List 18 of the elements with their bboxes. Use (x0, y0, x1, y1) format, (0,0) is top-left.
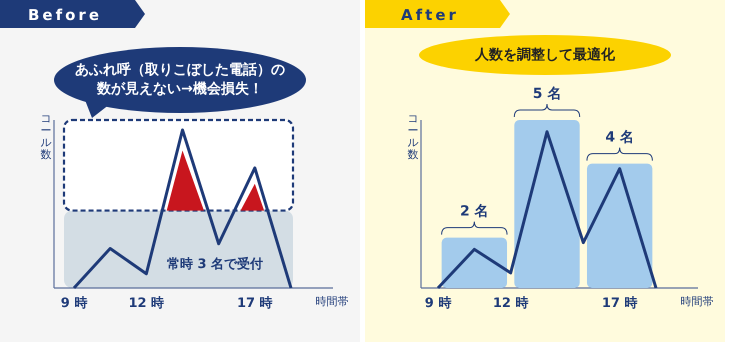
y-axis-title: コール数 (40, 112, 52, 161)
annotation: 2 名 (460, 204, 489, 220)
text: あふれ呼（取りこぼした電話）の数が見えない→機会損失！ (74, 61, 286, 99)
x-tick-label: 9 時 (424, 296, 452, 311)
x-tick-label: 17 時 (237, 296, 273, 311)
annotation: 5 名 (532, 86, 562, 102)
x-tick-label: 17 時 (602, 296, 638, 311)
chart-title: Before (28, 6, 102, 24)
x-axis-title: 時間帯 (680, 295, 714, 308)
text: 人数を調整して最適化 (474, 46, 616, 64)
x-tick-label: 9 時 (60, 296, 88, 311)
x-tick-label: 12 時 (492, 296, 528, 311)
chart-title: After (401, 6, 459, 24)
annotation: 4 名 (605, 130, 634, 146)
x-tick-label: 12 時 (128, 296, 164, 311)
band-label: 常時 3 名で受付 (166, 256, 264, 272)
x-axis-title: 時間帯 (316, 295, 348, 308)
y-axis-title: コール数 (408, 112, 418, 161)
